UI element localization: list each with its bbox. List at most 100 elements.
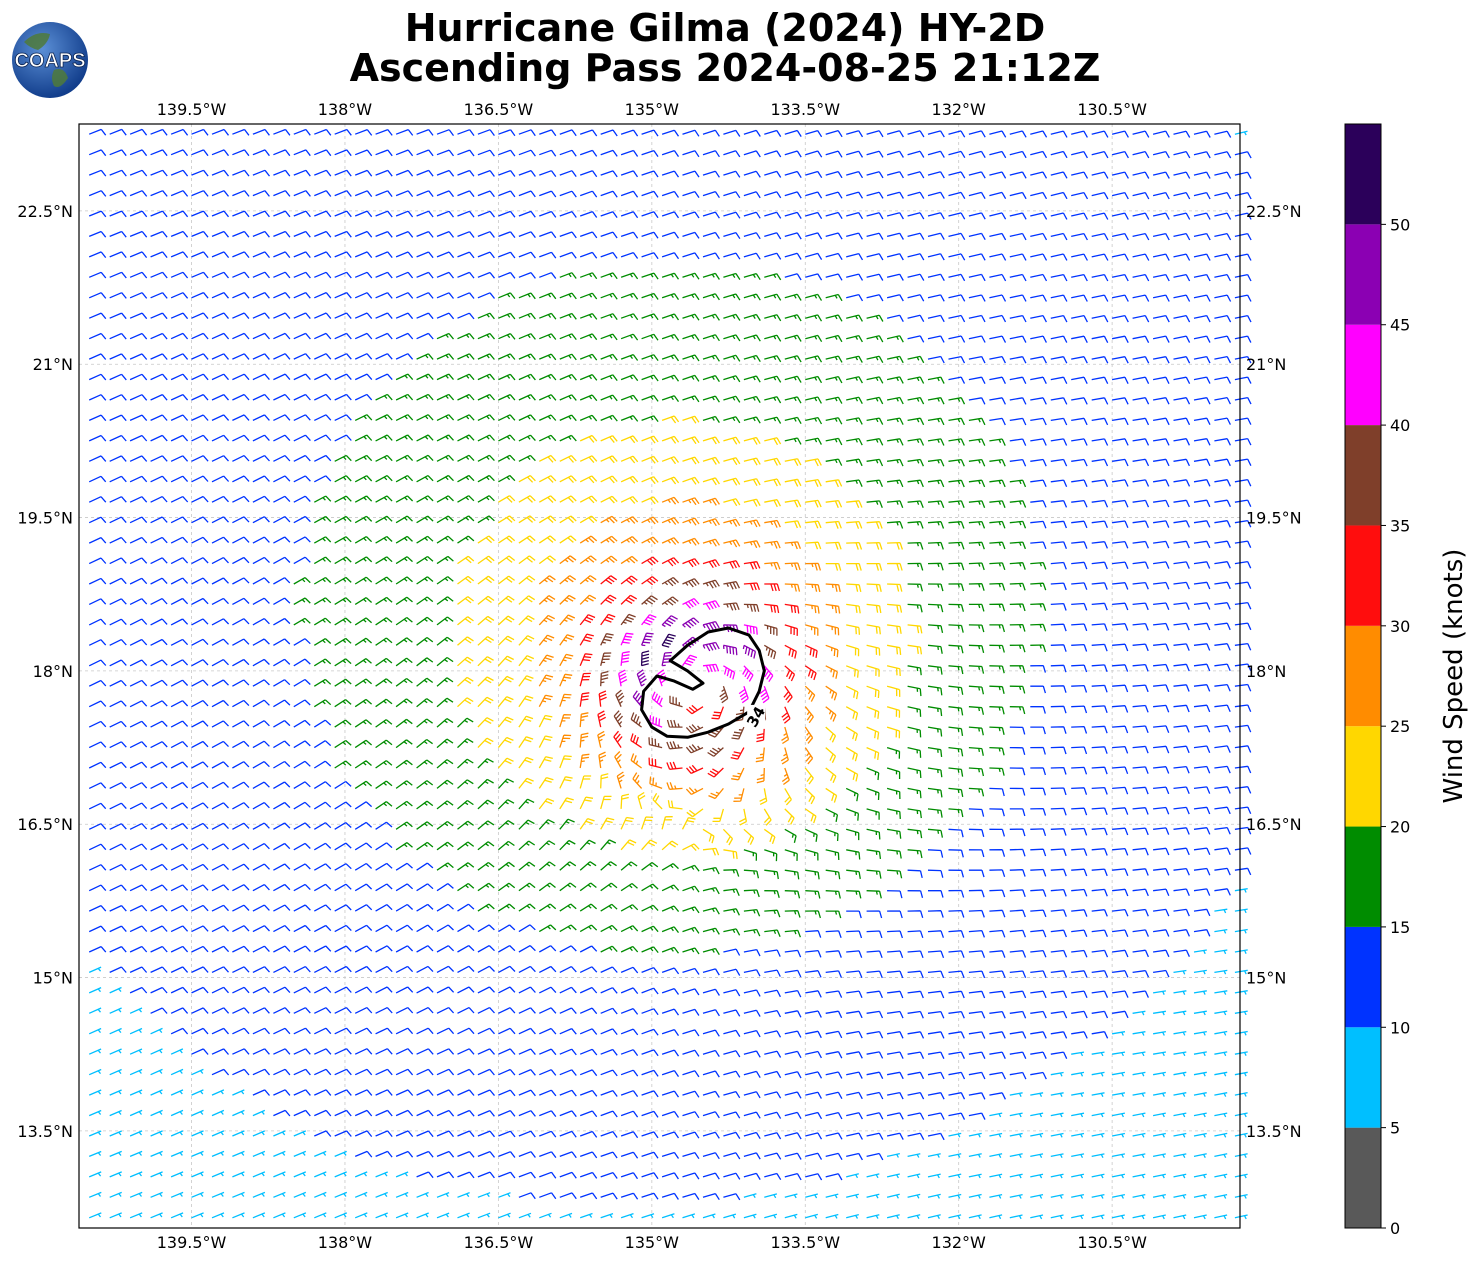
wind-barb [1173, 417, 1191, 426]
wind-barb [948, 355, 966, 364]
wind-barb [416, 393, 434, 401]
wind-barb [273, 863, 291, 871]
wind-barb [1214, 704, 1231, 713]
wind-barb [436, 474, 454, 483]
wind-barb [948, 273, 966, 282]
wind-barb [88, 864, 107, 871]
wind-barb [989, 150, 1007, 159]
wind-barb [170, 1007, 189, 1014]
wind-barb [661, 354, 680, 362]
wind-barb [416, 515, 434, 524]
wind-barb [825, 191, 843, 199]
wind-barb [620, 966, 639, 974]
wind-barb [354, 1150, 373, 1158]
wind-barb [1234, 519, 1252, 528]
wind-barb [1132, 949, 1149, 958]
wind-barb [559, 653, 574, 667]
wind-barb [457, 965, 475, 973]
wind-barb [436, 986, 455, 994]
wind-barb [1030, 1173, 1044, 1179]
wind-barb [1050, 1214, 1064, 1220]
wind-barb [457, 414, 475, 421]
wind-barb [620, 190, 639, 198]
wind-barb [150, 720, 168, 728]
wind-barb [129, 475, 148, 483]
wind-barb [682, 129, 700, 137]
wind-barb [436, 251, 455, 259]
wind-barb [416, 903, 434, 912]
wind-barb [395, 332, 414, 340]
wind-barb [232, 925, 250, 933]
wind-barb [600, 903, 618, 912]
wind-barb [1234, 1214, 1248, 1220]
wind-barb [252, 475, 270, 483]
wind-barb [846, 1193, 859, 1199]
wind-barb [395, 556, 413, 565]
wind-barb [989, 355, 1006, 364]
wind-barb [1234, 151, 1252, 159]
wind-barb [1173, 356, 1191, 364]
wind-barb [559, 945, 577, 953]
wind-barb [866, 1030, 884, 1039]
wind-barb [682, 333, 700, 341]
lon-tick-label-top: 138°W [318, 100, 373, 119]
wind-barb [1071, 1112, 1085, 1118]
wind-barb [579, 653, 593, 667]
wind-barb [764, 150, 782, 158]
wind-barb [1132, 663, 1149, 672]
wind-barb [273, 699, 291, 708]
wind-barb [989, 541, 1006, 550]
wind-barb [846, 500, 863, 509]
wind-barb [927, 706, 943, 717]
wind-barb [436, 1191, 450, 1198]
wind-barb [559, 515, 577, 524]
wind-barb [600, 773, 609, 789]
wind-barb [191, 638, 209, 646]
wind-barb [477, 841, 495, 851]
wind-barb [252, 271, 271, 279]
wind-barb [232, 740, 250, 749]
wind-barb [252, 740, 270, 749]
wind-barb [1193, 1051, 1207, 1057]
wind-barb [1173, 1010, 1187, 1016]
wind-barb [723, 272, 741, 280]
wind-barb [1173, 150, 1191, 159]
wind-barb [764, 519, 781, 528]
wind-barb [1193, 561, 1211, 569]
wind-barb [436, 210, 455, 218]
wind-barb [559, 129, 577, 137]
wind-barb [682, 211, 700, 219]
wind-barb [150, 638, 168, 646]
wind-barb [395, 475, 414, 483]
wind-barb [477, 353, 495, 360]
wind-barb [1111, 150, 1129, 159]
wind-barb [685, 744, 704, 754]
wind-barb [191, 536, 209, 544]
wind-barb [948, 706, 964, 716]
wind-barb [313, 556, 332, 565]
wind-barb [334, 1191, 348, 1198]
wind-barb [1234, 335, 1252, 343]
wind-barb [682, 598, 700, 609]
wind-barb [743, 928, 761, 937]
wind-barb [211, 190, 230, 197]
wind-barb [1091, 705, 1108, 714]
wind-barb [641, 614, 657, 626]
wind-barb [866, 1091, 884, 1100]
wind-barb [416, 434, 434, 442]
wind-barb [559, 614, 576, 626]
wind-barb [764, 890, 780, 898]
wind-barb [927, 970, 945, 979]
wind-barb [1234, 560, 1252, 569]
wind-barb [477, 1150, 496, 1158]
wind-barb [1132, 438, 1150, 446]
wind-barb [764, 849, 778, 862]
wind-barb [395, 1130, 414, 1138]
wind-barb [1173, 438, 1190, 446]
wind-barb [743, 1131, 761, 1140]
wind-barb [314, 1048, 332, 1055]
wind-barb [88, 516, 107, 524]
wind-barb [1214, 826, 1231, 835]
wind-barb [252, 1027, 270, 1035]
wind-barb [498, 292, 516, 300]
